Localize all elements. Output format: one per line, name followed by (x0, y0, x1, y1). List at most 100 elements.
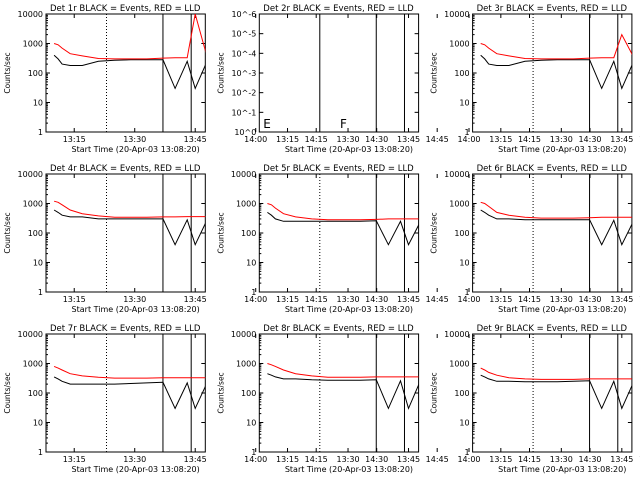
plot-frame (472, 333, 633, 453)
y-tick-label: 1000 (236, 360, 256, 369)
x-tick-label: 13:30 (550, 455, 573, 464)
y-tick-label: 1 (465, 288, 470, 297)
y-tick-label: 1000 (449, 200, 469, 209)
x-tick-label: 13:30 (123, 295, 146, 304)
y-axis-label: Counts/sec (216, 372, 225, 413)
x-tick-label: 14:45 (639, 455, 640, 464)
y-tick-label: 10000 (444, 10, 469, 19)
panel-title: Det 4r BLACK = Events, RED = LLD (50, 164, 201, 174)
x-tick-label: 14:45 (426, 295, 449, 304)
detector-panel-9: Det 9r BLACK = Events, RED = LLD 1 10 100 10… (430, 324, 634, 474)
x-tick-label: 13:30 (123, 455, 146, 464)
x-axis-label: Start Time (20-Apr-03 13:08:20) (498, 305, 626, 314)
events-series-line (53, 209, 206, 247)
x-tick-label: 13:45 (610, 455, 633, 464)
events-series-line (480, 374, 632, 410)
y-axis-label: Counts/sec (216, 212, 225, 253)
x-tick-label: 14:00 (457, 135, 480, 144)
x-axis-label: Start Time (20-Apr-03 13:08:20) (285, 145, 413, 154)
lld-series-line (267, 203, 419, 221)
x-axis-label: Start Time (20-Apr-03 13:08:20) (498, 465, 626, 474)
y-tick-label: 10^-5 (231, 30, 256, 39)
events-series-line (480, 209, 632, 247)
panel-title: Det 3r BLACK = Events, RED = LLD (477, 4, 628, 14)
y-axis-label: Counts/sec (430, 372, 439, 413)
y-tick-label: 10^-6 (231, 10, 256, 19)
y-axis-label: Counts/sec (430, 52, 439, 93)
events-series-line (53, 376, 206, 410)
y-tick-label: 1 (38, 448, 43, 457)
y-tick-label: 100 (454, 69, 469, 78)
y-tick-label: 10^-1 (231, 108, 256, 117)
y-tick-label: 10 (459, 99, 469, 108)
y-tick-label: 10^0 (234, 128, 256, 137)
y-tick-label: 10 (33, 99, 43, 108)
x-tick-label: 13:45 (610, 135, 633, 144)
events-series-line (267, 373, 419, 410)
y-tick-label: 10000 (231, 330, 256, 339)
detector-panel-3: Det 3r BLACK = Events, RED = LLD 1 10 100 10… (430, 4, 634, 154)
panel-title: Det 8r BLACK = Events, RED = LLD (263, 324, 414, 334)
flag-annotation: E (263, 117, 271, 131)
panel-title: Det 9r BLACK = Events, RED = LLD (477, 324, 628, 334)
panel-title: Det 2r BLACK = Events, RED = LLD (263, 4, 414, 14)
detector-panel-7: Det 7r BLACK = Events, RED = LLD 1 10 100 10… (3, 324, 449, 474)
y-tick-label: 100 (454, 389, 469, 398)
events-series-line (267, 211, 419, 246)
x-axis-label: Start Time (20-Apr-03 13:08:20) (72, 145, 200, 154)
lld-series-line (480, 33, 632, 60)
detector-panel-5: Det 5r BLACK = Events, RED = LLD 1 10 100 10… (216, 164, 640, 314)
lld-series-line (480, 367, 632, 380)
y-tick-label: 10 (459, 259, 469, 268)
y-tick-label: 10 (246, 419, 256, 428)
x-tick-label: 14:15 (305, 455, 328, 464)
x-axis-label: Start Time (20-Apr-03 13:08:20) (498, 145, 626, 154)
y-tick-label: 10 (33, 259, 43, 268)
y-tick-label: 1000 (23, 40, 43, 49)
y-tick-label: 10000 (444, 170, 469, 179)
flag-annotation: F (525, 117, 532, 131)
y-tick-label: 10^-4 (231, 49, 256, 58)
y-tick-label: 1000 (449, 40, 469, 49)
y-tick-label: 1000 (449, 360, 469, 369)
x-tick-label: 13:15 (276, 455, 299, 464)
x-tick-label: 13:15 (489, 135, 512, 144)
x-tick-label: 13:30 (336, 135, 359, 144)
y-tick-label: 10000 (18, 330, 43, 339)
flag-annotation: F (538, 117, 545, 131)
y-axis-label: Counts/sec (3, 372, 12, 413)
x-tick-label: 14:45 (639, 135, 640, 144)
x-tick-label: 13:15 (489, 295, 512, 304)
y-axis-label: Counts/sec (3, 52, 12, 93)
x-tick-label: 14:30 (365, 455, 388, 464)
y-tick-label: 100 (28, 389, 43, 398)
plot-frame (45, 173, 206, 293)
y-tick-label: 1000 (236, 200, 256, 209)
y-tick-label: 10000 (231, 170, 256, 179)
y-tick-label: 1 (251, 448, 256, 457)
y-tick-label: 10 (459, 419, 469, 428)
y-tick-label: 1 (465, 448, 470, 457)
x-tick-label: 14:15 (305, 135, 328, 144)
x-axis-label: Start Time (20-Apr-03 13:08:20) (285, 465, 413, 474)
x-tick-label: 14:00 (244, 135, 267, 144)
x-tick-label: 13:30 (550, 135, 573, 144)
x-tick-label: 13:45 (184, 135, 207, 144)
events-series-line (480, 54, 632, 90)
detector-panel-4: Det 4r BLACK = Events, RED = LLD 1 10 100 10… (3, 164, 449, 314)
x-tick-label: 14:30 (365, 135, 388, 144)
detector-panel-6: Det 6r BLACK = Events, RED = LLD 1 10 100 10… (430, 164, 634, 314)
x-tick-label: 13:45 (397, 455, 420, 464)
y-tick-label: 10 (33, 419, 43, 428)
x-tick-label: 14:00 (244, 295, 267, 304)
lld-series-line (53, 14, 206, 60)
lld-series-line (53, 365, 206, 379)
y-tick-label: 10^-3 (231, 69, 256, 78)
x-tick-label: 14:30 (578, 295, 601, 304)
flag-annotation: E (550, 117, 558, 131)
y-tick-label: 10000 (444, 330, 469, 339)
x-tick-label: 14:00 (244, 455, 267, 464)
x-tick-label: 13:15 (276, 135, 299, 144)
y-tick-label: 1 (465, 128, 470, 137)
y-tick-label: 1 (38, 128, 43, 137)
